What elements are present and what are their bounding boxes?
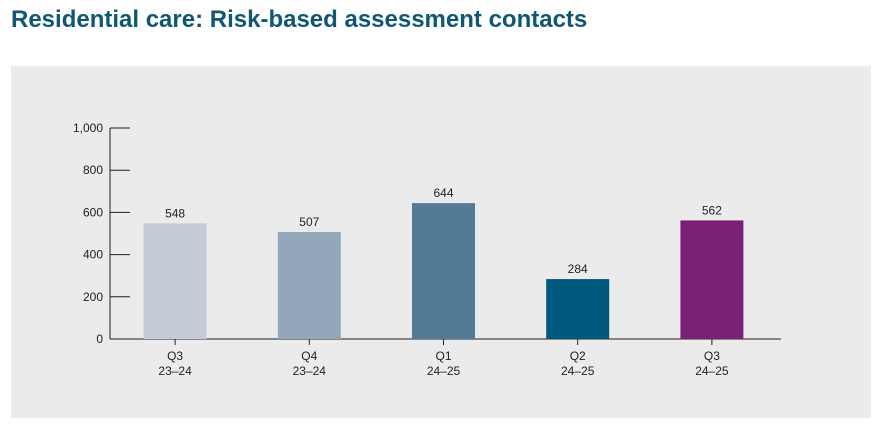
y-tick-label: 800 (83, 163, 103, 177)
bar (680, 220, 744, 339)
x-tick-label: Q2 (570, 349, 586, 363)
x-tick-label: Q3 (704, 349, 720, 363)
bar (412, 203, 475, 339)
x-tick-label: 24–25 (695, 364, 729, 378)
y-tick-label: 0 (96, 332, 103, 346)
data-label: 507 (299, 215, 319, 229)
y-tick-label: 1,000 (73, 121, 103, 135)
x-tick-label: 23–24 (293, 364, 327, 378)
x-tick-label: Q4 (301, 349, 317, 363)
page-title: Residential care: Risk-based assessment … (11, 6, 588, 33)
bar (277, 232, 341, 339)
data-label: 644 (433, 186, 453, 200)
data-label: 562 (702, 203, 722, 217)
x-tick-label: Q1 (435, 349, 451, 363)
x-tick-label: 24–25 (427, 364, 461, 378)
y-tick-label: 400 (83, 248, 103, 262)
data-label: 284 (568, 262, 588, 276)
x-tick-label: 24–25 (561, 364, 595, 378)
data-label: 548 (165, 206, 185, 220)
y-tick-label: 200 (83, 290, 103, 304)
x-tick-label: 23–24 (158, 364, 192, 378)
bar (143, 223, 207, 339)
x-tick-label: Q3 (167, 349, 183, 363)
y-tick-label: 600 (83, 205, 103, 219)
bar (546, 279, 610, 339)
